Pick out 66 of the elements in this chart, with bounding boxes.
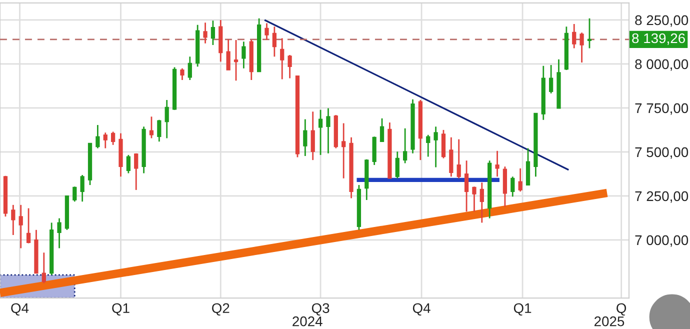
candlestick	[288, 54, 292, 79]
x2-tick-label: 2024	[292, 316, 322, 326]
candlestick	[318, 109, 323, 156]
candlestick	[134, 152, 138, 191]
candlestick	[103, 132, 108, 149]
candlestick	[111, 131, 116, 146]
candlestick	[310, 110, 315, 161]
x-tick-label: Q2	[212, 303, 230, 316]
candlestick	[210, 20, 216, 46]
candlestick	[180, 68, 184, 81]
y-tick-label: 7 250,00	[635, 191, 688, 203]
candlestick	[264, 22, 269, 41]
y-tick-label: 7 500,00	[635, 147, 688, 159]
candlestick	[342, 122, 346, 180]
candlestick	[395, 150, 400, 180]
candlestick	[80, 174, 84, 202]
candlestick	[434, 126, 438, 168]
candlestick	[11, 204, 16, 236]
candlestick	[472, 186, 476, 212]
candlestick	[587, 18, 592, 49]
y-tick-label: 8 250,00	[635, 15, 688, 27]
y-tick-label: 7 750,00	[635, 103, 688, 115]
candlestick	[326, 108, 330, 154]
candlestick	[226, 38, 230, 71]
y-tick-label: 7 000,00	[635, 235, 688, 247]
candlestick	[441, 129, 446, 159]
candlestick	[464, 160, 469, 212]
candlestick	[580, 32, 584, 64]
ref-line-label: 8 139,26	[632, 33, 685, 45]
candlestick	[518, 168, 522, 192]
candlestick	[42, 252, 46, 284]
candlestick	[426, 134, 430, 158]
candlestick	[456, 138, 461, 180]
candlestick	[188, 56, 192, 81]
x-tick-label: Q	[616, 303, 626, 316]
candlestick	[572, 23, 576, 49]
candlestick	[303, 118, 308, 157]
candlestick	[272, 26, 276, 58]
x-tick-label: Q1	[112, 303, 130, 316]
x-tick-label: Q3	[312, 303, 330, 316]
candlestick	[126, 154, 130, 174]
candlestick	[157, 119, 162, 142]
y-tick-label: 8 000,00	[635, 59, 688, 71]
candlestick	[510, 176, 515, 198]
candlestick	[96, 124, 100, 149]
candlestick	[449, 136, 454, 178]
candlestick	[526, 148, 530, 186]
candlestick	[57, 218, 62, 249]
x-tick-label: Q1	[514, 303, 532, 316]
candlestick	[242, 40, 246, 70]
x-tick-label: Q4	[11, 303, 29, 316]
candlestick	[18, 204, 23, 249]
candlestick	[549, 64, 554, 94]
x-tick-label: Q4	[412, 303, 430, 316]
candlestick	[149, 116, 154, 139]
candlestick	[480, 182, 484, 224]
candlestick	[234, 39, 238, 82]
candlestick	[403, 128, 408, 164]
candlestick	[72, 186, 77, 202]
candlestick	[495, 150, 500, 178]
candlestick	[26, 208, 31, 244]
candlestick	[280, 38, 284, 80]
candlestick	[380, 118, 384, 142]
x2-tick-label: 2025	[594, 316, 624, 326]
candlestick	[164, 99, 169, 139]
candlestick	[203, 22, 208, 44]
